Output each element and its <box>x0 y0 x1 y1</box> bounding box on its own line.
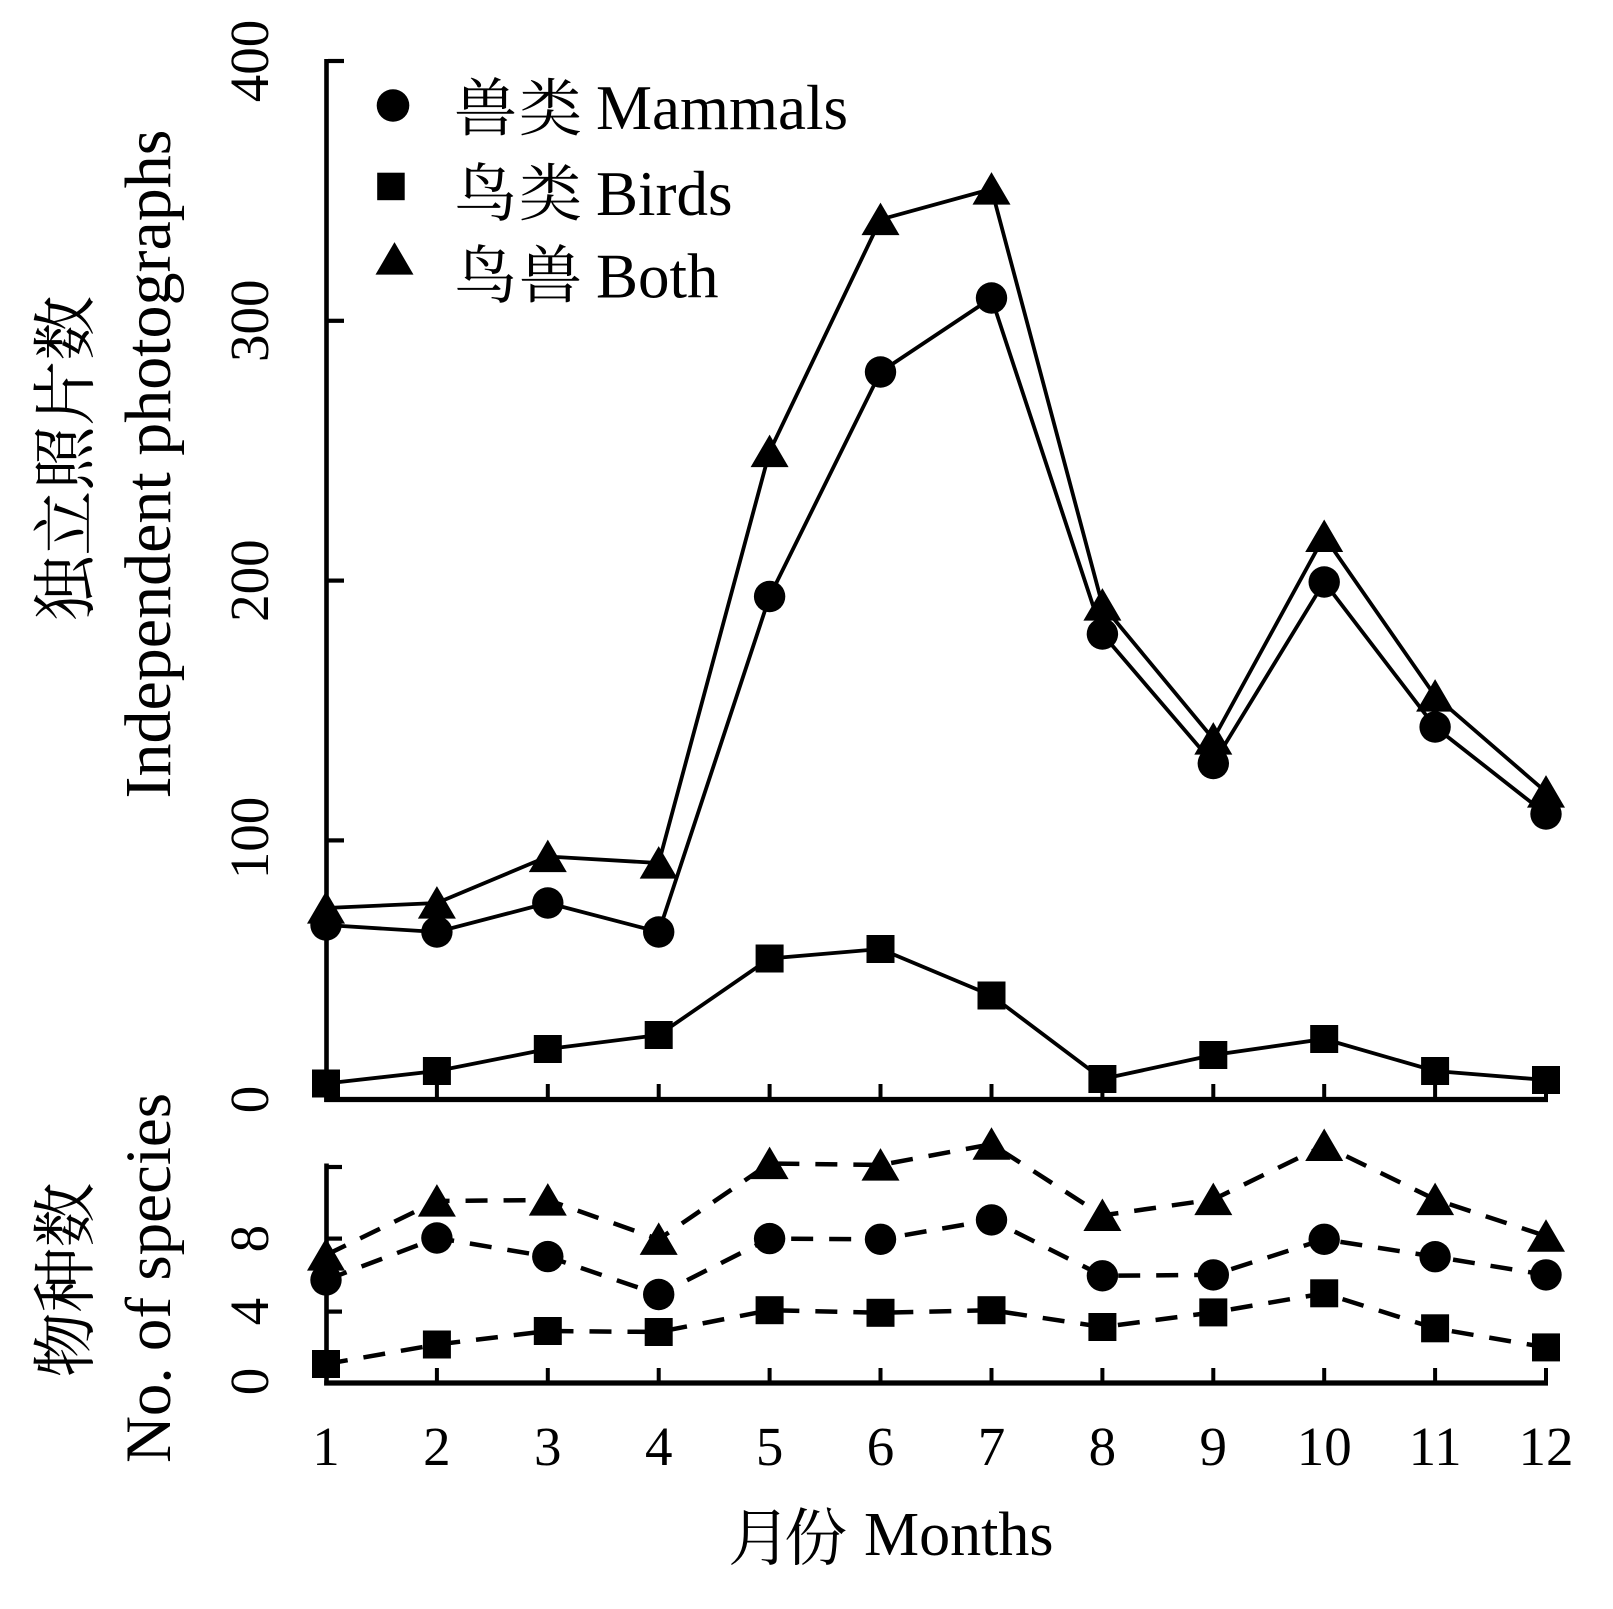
svg-text:1: 1 <box>312 1416 340 1477</box>
svg-text:3: 3 <box>534 1416 562 1477</box>
svg-text:4: 4 <box>219 1298 280 1326</box>
svg-text:Independent photographs: Independent photographs <box>112 130 185 799</box>
svg-text:9: 9 <box>1200 1416 1228 1477</box>
svg-text:200: 200 <box>219 539 280 622</box>
svg-text:4: 4 <box>645 1416 673 1477</box>
svg-text:5: 5 <box>756 1416 784 1477</box>
svg-text:0: 0 <box>219 1086 280 1114</box>
svg-text:Both: Both <box>596 242 719 312</box>
svg-text:11: 11 <box>1409 1416 1462 1477</box>
svg-text:Mammals: Mammals <box>596 73 848 143</box>
svg-text:300: 300 <box>219 280 280 363</box>
svg-text:6: 6 <box>867 1416 895 1477</box>
svg-text:2: 2 <box>423 1416 451 1477</box>
svg-text:100: 100 <box>219 797 280 880</box>
svg-text:Birds: Birds <box>596 159 733 229</box>
svg-text:12: 12 <box>1519 1416 1574 1477</box>
svg-text:10: 10 <box>1297 1416 1352 1477</box>
svg-text:0: 0 <box>219 1368 280 1396</box>
svg-text:8: 8 <box>219 1225 280 1253</box>
svg-text:400: 400 <box>219 20 280 103</box>
svg-text:7: 7 <box>978 1416 1006 1477</box>
svg-text:Months: Months <box>864 1501 1053 1569</box>
svg-text:8: 8 <box>1089 1416 1117 1477</box>
svg-text:No. of species: No. of species <box>113 1093 185 1463</box>
